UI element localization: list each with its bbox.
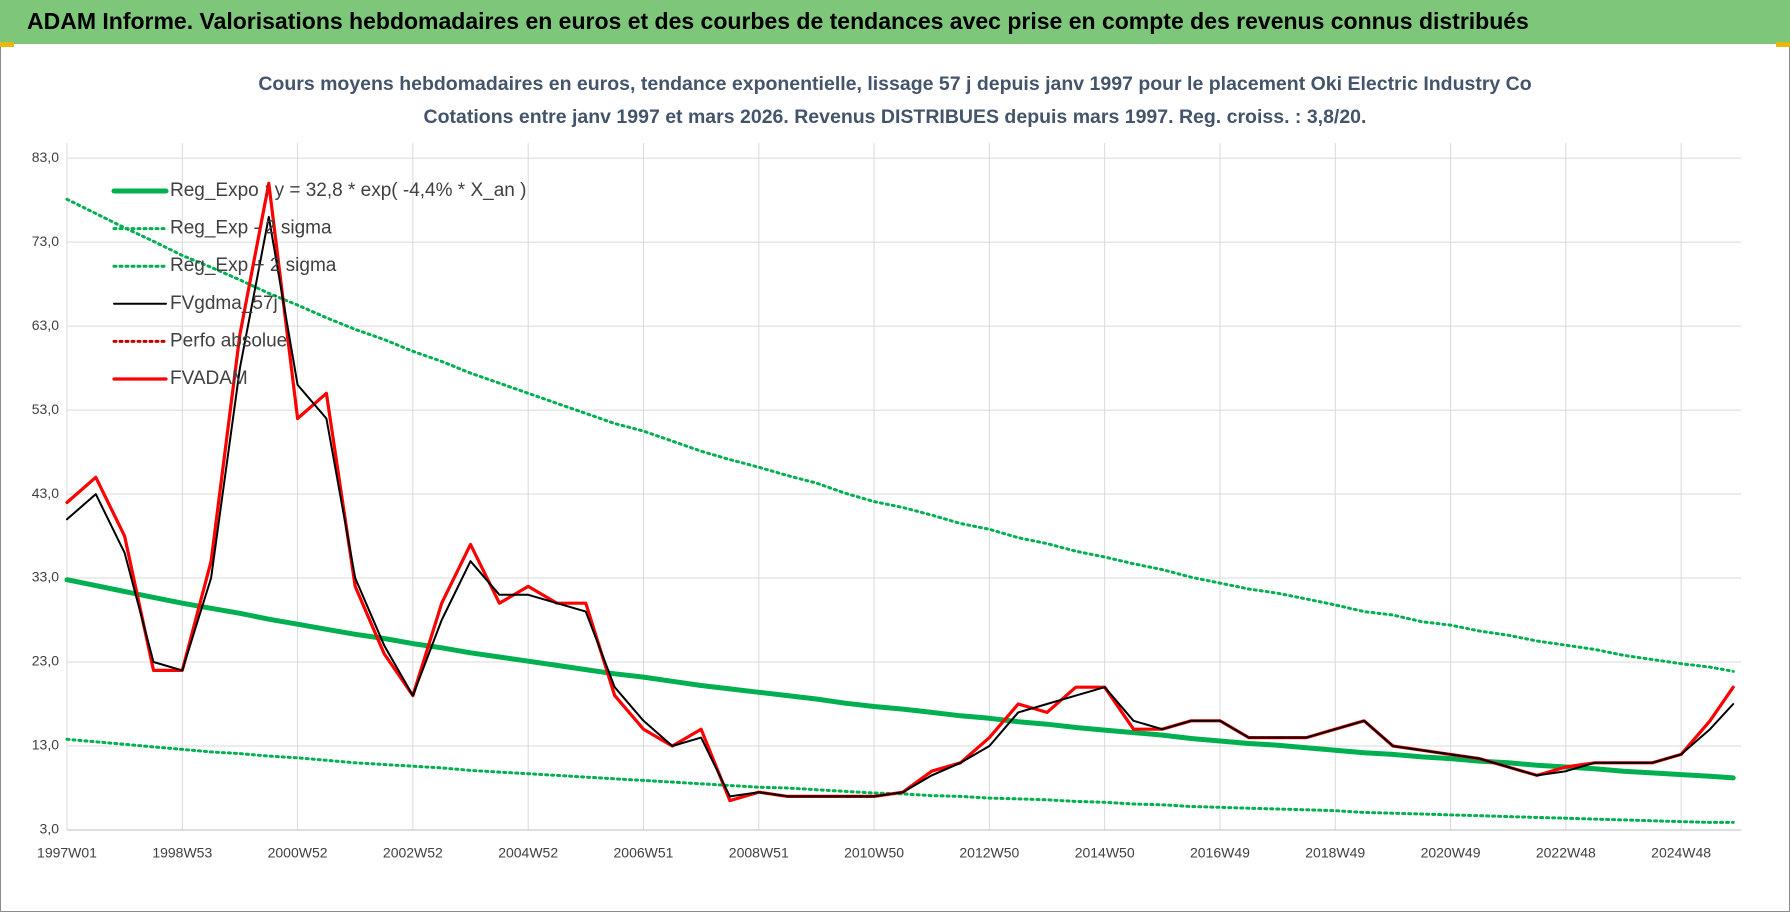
x-tick-label: 2000W52 <box>268 845 328 861</box>
legend-label: Reg_Expo : y = 32,8 * exp( -4,4% * X_an … <box>170 180 526 201</box>
legend-label: Reg_Exp - 2 sigma <box>170 218 332 239</box>
corner-mark <box>1776 42 1790 47</box>
x-tick-label: 2008W51 <box>729 845 789 861</box>
x-tick-label: 2024W48 <box>1651 845 1711 861</box>
legend-label: FVADAM <box>170 368 248 389</box>
series-line <box>64 577 1736 781</box>
header-title: ADAM Informe. Valorisations hebdomadaire… <box>27 8 1529 34</box>
x-tick-label: 2004W52 <box>498 845 558 861</box>
x-tick-label: 2016W49 <box>1190 845 1250 861</box>
x-tick-label: 2018W49 <box>1305 845 1365 861</box>
x-tick-label: 2010W50 <box>844 845 904 861</box>
chart-subtitle: Cotations entre janv 1997 et mars 2026. … <box>424 106 1367 128</box>
legend-label: FVgdma_57j <box>170 293 278 314</box>
x-tick-label: 1997W01 <box>37 845 97 861</box>
series-line <box>65 197 1735 673</box>
x-tick-label: 2012W50 <box>959 845 1019 861</box>
y-tick-label: 23,0 <box>32 653 59 669</box>
x-tick-label: 2014W50 <box>1075 845 1135 861</box>
y-tick-label: 83,0 <box>32 149 59 165</box>
y-tick-label: 13,0 <box>32 737 59 753</box>
series-line <box>65 737 1735 824</box>
corner-mark <box>0 42 14 47</box>
x-tick-label: 1998W53 <box>152 845 212 861</box>
legend-label: Perfo absolue <box>170 330 287 351</box>
header-bar <box>0 0 1790 44</box>
y-tick-label: 43,0 <box>32 485 59 501</box>
series-line <box>66 215 1735 798</box>
x-tick-label: 2022W48 <box>1536 845 1596 861</box>
x-tick-label: 2002W52 <box>383 845 443 861</box>
legend-label: Reg_Exp + 2 sigma <box>170 255 337 276</box>
chart-title: Cours moyens hebdomadaires en euros, ten… <box>258 73 1531 95</box>
y-tick-label: 33,0 <box>32 569 59 585</box>
x-tick-label: 2020W49 <box>1421 845 1481 861</box>
y-tick-label: 63,0 <box>32 317 59 333</box>
y-tick-label: 53,0 <box>32 401 59 417</box>
y-tick-label: 3,0 <box>40 821 60 837</box>
x-tick-label: 2006W51 <box>614 845 674 861</box>
y-tick-label: 73,0 <box>32 233 59 249</box>
